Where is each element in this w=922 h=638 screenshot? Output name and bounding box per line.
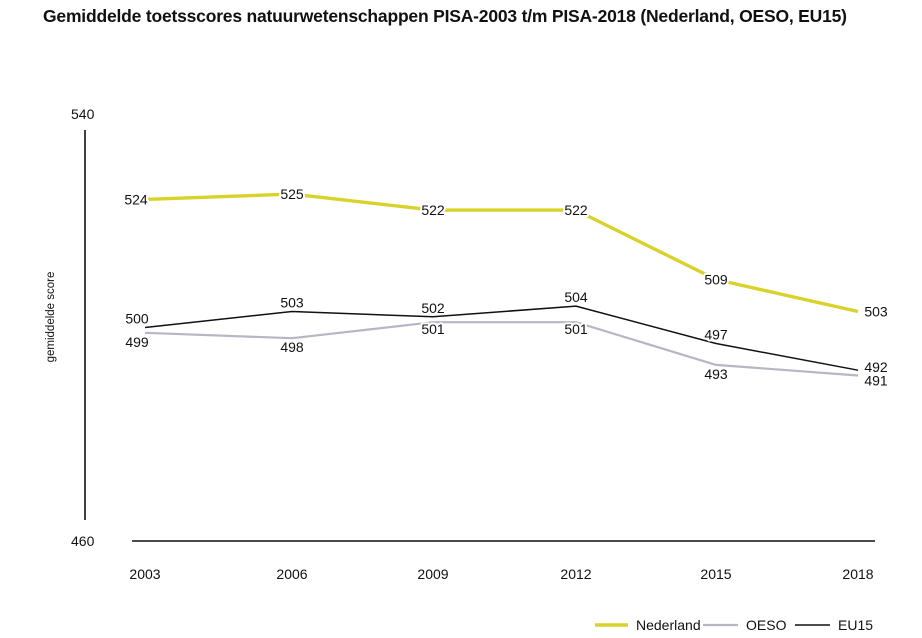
series-line-eu15 — [144, 305, 859, 371]
data-label-eu15-2012: 504 — [564, 289, 588, 305]
series-line-nederland — [144, 192, 859, 314]
x-tick-label-2006: 2006 — [276, 566, 307, 582]
chart-title: Gemiddelde toetsscores natuurwetenschapp… — [43, 6, 847, 26]
data-label-eu15-2003: 500 — [125, 311, 149, 327]
x-tick-label-2012: 2012 — [560, 566, 591, 582]
series-lines — [144, 192, 859, 377]
y-tick-label-540: 540 — [71, 106, 95, 122]
axes: 540 460 gemiddelde score 2003 2006 2009 2012 20… — [45, 106, 875, 582]
x-tick-label-2009: 2009 — [417, 566, 448, 582]
data-label-oeso-2012: 501 — [564, 321, 588, 337]
data-label-nederland-2015: 509 — [704, 271, 728, 287]
legend-label-oeso: OESO — [746, 617, 787, 633]
legend-label-eu15: EU15 — [838, 617, 873, 633]
x-tick-label-2018: 2018 — [842, 566, 873, 582]
data-label-nederland-2012: 522 — [564, 202, 588, 218]
data-label-nederland-2003: 524 — [124, 191, 148, 207]
data-label-eu15-2006: 503 — [280, 294, 304, 310]
legend-label-nederland: Nederland — [636, 617, 701, 633]
data-label-oeso-2006: 498 — [280, 339, 304, 355]
data-label-nederland-2018: 503 — [864, 303, 888, 319]
legend: Nederland OESO EU15 — [595, 617, 873, 633]
y-tick-label-460: 460 — [71, 533, 95, 549]
data-label-eu15-2018: 492 — [864, 359, 888, 375]
x-tick-label-2015: 2015 — [700, 566, 731, 582]
y-axis-label: gemiddelde score — [45, 272, 57, 363]
data-label-nederland-2009: 522 — [421, 202, 445, 218]
x-tick-label-2003: 2003 — [129, 566, 160, 582]
data-label-oeso-2003: 499 — [125, 334, 149, 350]
data-label-eu15-2009: 502 — [421, 300, 445, 316]
data-label-oeso-2009: 501 — [421, 321, 445, 337]
series-line-oeso — [144, 321, 859, 377]
data-labels: 524 525 522 522 509 503 500 503 502 504 497 492 499 4… — [122, 184, 890, 390]
data-label-oeso-2015: 493 — [704, 366, 728, 382]
data-label-oeso-2018: 491 — [864, 373, 888, 389]
data-label-nederland-2006: 525 — [280, 186, 304, 202]
data-label-eu15-2015: 497 — [704, 327, 728, 343]
